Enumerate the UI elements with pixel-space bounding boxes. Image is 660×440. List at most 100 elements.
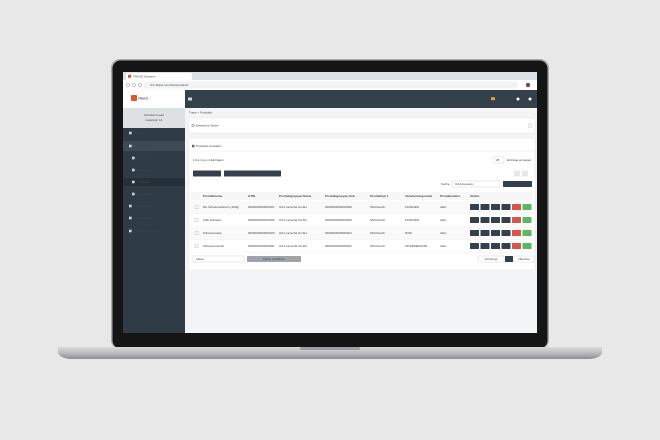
nav-item[interactable]: Unternehmen	[138, 156, 157, 160]
table-cell[interactable]: 0000000000000026	[248, 218, 275, 222]
prev-button[interactable]	[477, 255, 505, 263]
table-header-cell[interactable]: GTIN	[248, 194, 255, 198]
table-cell[interactable]: 0000000000000027	[248, 205, 275, 209]
table-header-cell[interactable]: Produktgruppen Sub	[325, 194, 355, 198]
action-button[interactable]	[480, 204, 490, 210]
search-panel-title[interactable]: Erweiterte Suche	[196, 123, 219, 127]
settings-icon[interactable]	[516, 97, 520, 101]
row-checkbox[interactable]	[194, 218, 199, 222]
action-button[interactable]	[470, 243, 479, 249]
action-button[interactable]	[470, 230, 479, 236]
tab-icon	[128, 74, 131, 78]
action-button[interactable]	[480, 230, 490, 236]
table-cell[interactable]: 0000000000000022	[325, 244, 352, 248]
table-header-cell[interactable]: Produktgruppen Name	[279, 194, 312, 198]
tab-bar	[123, 72, 537, 80]
action-button[interactable]	[501, 217, 511, 223]
table-header-cell[interactable]: Verarbeitungsstufe	[405, 194, 433, 198]
nav-item[interactable]: Einstellungen	[135, 204, 153, 208]
table-cell: Schweineteile	[203, 231, 222, 235]
row-checkbox[interactable]	[194, 244, 199, 248]
action-button[interactable]	[470, 204, 479, 210]
nav-icon	[132, 180, 135, 184]
run-label: Aktion ausführen	[263, 257, 286, 261]
logout-icon[interactable]	[528, 97, 532, 101]
collapse-icon[interactable]	[527, 123, 533, 128]
action-button[interactable]	[522, 243, 532, 249]
breadcrumb: Trace > Produkte	[189, 110, 212, 114]
table-cell[interactable]: 0000000000000023	[248, 231, 275, 235]
table-cell[interactable]: 0000000000000024	[325, 231, 352, 235]
nav-icon	[129, 131, 132, 135]
nav-item[interactable]: Benutzer	[138, 168, 150, 172]
run-button[interactable]	[247, 256, 301, 262]
table-cell: Bio Schweinefleisch (400g)	[203, 205, 239, 209]
gln-switch[interactable]: GLN Wechsel	[460, 97, 479, 101]
page-size: 25	[496, 158, 500, 162]
nav-icon	[129, 204, 132, 208]
action-button[interactable]	[522, 217, 532, 223]
row-checkbox[interactable]	[194, 205, 199, 209]
action-button[interactable]	[491, 204, 500, 210]
search-input[interactable]	[451, 180, 501, 188]
action-button[interactable]	[480, 243, 490, 249]
notification-count[interactable]: 24	[503, 97, 507, 101]
toolbar-icon[interactable]	[514, 170, 520, 177]
nav-item[interactable]: Eventzugriffe	[135, 216, 153, 220]
table-header-cell[interactable]: Produktname	[203, 194, 223, 198]
create-button[interactable]	[193, 170, 221, 177]
action-button[interactable]	[512, 217, 521, 223]
action-button[interactable]	[501, 243, 511, 249]
table-header-cell[interactable]: Produktstatus	[440, 194, 461, 198]
table-header	[191, 192, 533, 200]
page-size-select[interactable]	[492, 156, 505, 164]
action-button[interactable]	[491, 230, 500, 236]
search-icon	[191, 124, 195, 127]
page-button[interactable]	[505, 256, 513, 262]
action-button[interactable]	[512, 230, 521, 236]
search-button-label: Suchen	[512, 182, 523, 186]
nav-icon	[132, 156, 135, 160]
logo: TRACE	[138, 96, 148, 100]
nav-item[interactable]: Startseite	[135, 131, 148, 135]
user-panel	[123, 108, 185, 128]
row-checkbox[interactable]	[194, 231, 199, 235]
search-button[interactable]	[503, 181, 532, 187]
nav-button[interactable]	[126, 83, 130, 87]
action-button[interactable]	[491, 217, 500, 223]
action-button[interactable]	[480, 217, 490, 223]
prev-label: Vorherige	[485, 257, 498, 261]
toolbar-icon[interactable]	[522, 170, 528, 177]
nav-item[interactable]: Produkte	[138, 180, 150, 184]
table-cell[interactable]: 0000000000000025	[325, 218, 352, 222]
action-button[interactable]	[522, 204, 532, 210]
action-button[interactable]	[501, 230, 511, 236]
action-button[interactable]	[522, 230, 532, 236]
table-cell[interactable]: 0000000000000021	[248, 244, 275, 248]
upload-button[interactable]	[224, 170, 281, 177]
user-role: Lieferant: 14	[146, 118, 163, 122]
table-header-cell[interactable]: Aktion	[470, 194, 480, 198]
nav-icon	[129, 144, 132, 148]
action-button[interactable]	[512, 204, 521, 210]
nav-item[interactable]: Zertifikate	[138, 192, 152, 196]
next-button[interactable]	[513, 255, 535, 263]
action-button[interactable]	[470, 217, 479, 223]
panel-title: Produkte verwalten	[196, 144, 222, 148]
nav-item[interactable]: Datenliste (Beta)	[135, 229, 157, 233]
table-cell[interactable]: 0000000000000028	[325, 205, 352, 209]
action-button[interactable]	[491, 243, 500, 249]
action-button[interactable]	[501, 204, 511, 210]
profile-avatar[interactable]	[525, 82, 531, 88]
tab[interactable]	[126, 73, 192, 80]
laptop-base	[58, 347, 602, 359]
action-button[interactable]	[512, 243, 521, 249]
flag	[491, 97, 495, 101]
table-cell: FINISHED	[405, 205, 420, 209]
nav-button[interactable]	[138, 83, 142, 87]
table-header-cell[interactable]: Produkttyp 1	[370, 194, 389, 198]
nav-active	[123, 141, 185, 151]
action-select[interactable]	[192, 255, 245, 263]
nav-button[interactable]	[132, 83, 136, 87]
nav-item[interactable]: Stammdaten	[135, 144, 152, 148]
